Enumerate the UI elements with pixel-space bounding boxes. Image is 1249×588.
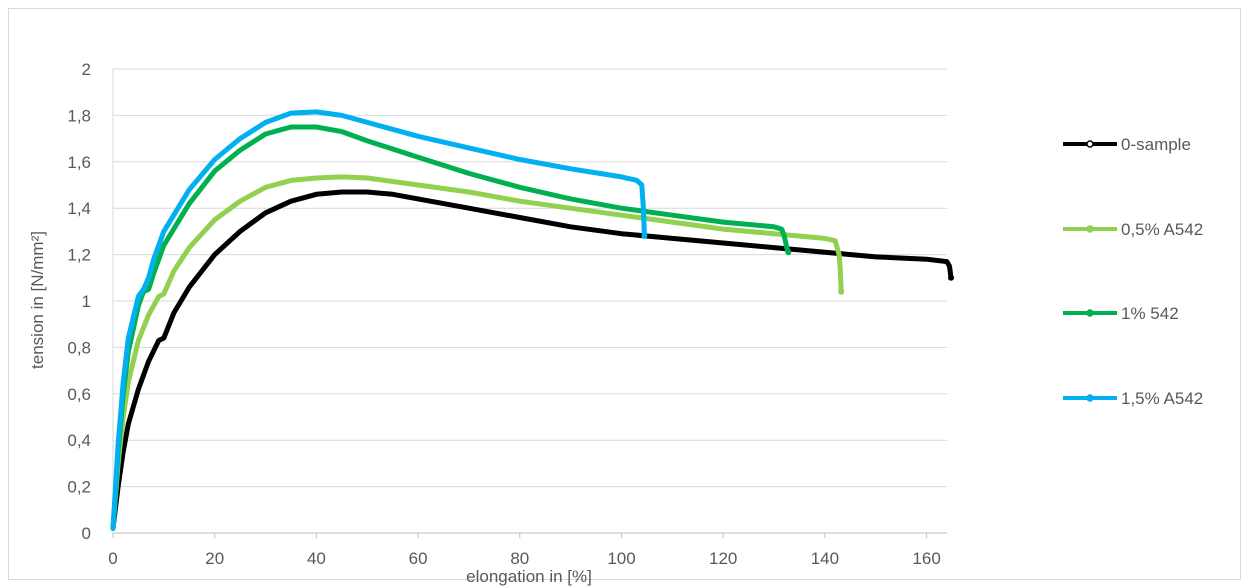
series-end-marker: [641, 233, 648, 240]
x-tick-label: 60: [409, 549, 428, 568]
axes: [112, 69, 947, 534]
y-tick-label: 0,6: [67, 385, 91, 404]
y-tick-label: 1: [82, 292, 91, 311]
y-tick-label: 1,6: [67, 153, 91, 172]
legend-label: 1% 542: [1121, 304, 1179, 323]
legend-item: 1% 542: [1063, 304, 1179, 323]
y-tick-label: 0: [82, 524, 91, 543]
series-line-2: [110, 124, 791, 531]
series-line-1: [110, 174, 844, 531]
legend-label: 1,5% A542: [1121, 389, 1203, 408]
legend-label: 0,5% A542: [1121, 220, 1203, 239]
legend-label: 0-sample: [1121, 135, 1191, 154]
x-axis-title: elongation in [%]: [466, 567, 592, 586]
legend-item: 0-sample: [1063, 135, 1191, 154]
x-tick-label: 120: [709, 549, 737, 568]
series-end-marker: [838, 288, 845, 295]
series-layer: [110, 109, 955, 531]
series-end-marker: [785, 249, 792, 256]
y-tick-label: 0,8: [67, 338, 91, 357]
y-tick-label: 1,2: [67, 246, 91, 265]
y-tick-label: 0,4: [67, 431, 91, 450]
legend-item: 1,5% A542: [1063, 389, 1203, 408]
legend-marker: [1086, 140, 1094, 148]
x-tick-label: 20: [205, 549, 224, 568]
x-tick-label: 0: [108, 549, 117, 568]
y-tick-labels: 0 0,2 0,4 0,6 0,8 1 1,2 1,4 1,6 1,8 2: [67, 60, 91, 543]
chart-frame: [8, 8, 1241, 580]
series-line-3: [110, 109, 647, 531]
y-tick-label: 2: [82, 60, 91, 79]
x-tick-label: 140: [811, 549, 839, 568]
y-tick-label: 1,8: [67, 106, 91, 125]
x-tick-label: 80: [510, 549, 529, 568]
x-tick-label: 100: [607, 549, 635, 568]
y-tick-label: 0,2: [67, 478, 91, 497]
x-tick-labels: 0 20 40 60 80 100 120 140 160: [108, 533, 941, 568]
y-tick-label: 1,4: [67, 199, 91, 218]
legend-item: 0,5% A542: [1063, 220, 1203, 239]
x-tick-label: 40: [307, 549, 326, 568]
x-tick-label: 160: [912, 549, 940, 568]
series-end-marker: [948, 274, 955, 281]
legend: 0-sample 0,5% A542 1% 542 1,5% A542: [1063, 135, 1203, 408]
legend-marker: [1086, 225, 1094, 233]
legend-marker: [1086, 309, 1094, 317]
legend-marker: [1086, 394, 1094, 402]
y-axis-title: tension in [N/mm²]: [28, 231, 47, 369]
series-line-0: [110, 189, 954, 531]
